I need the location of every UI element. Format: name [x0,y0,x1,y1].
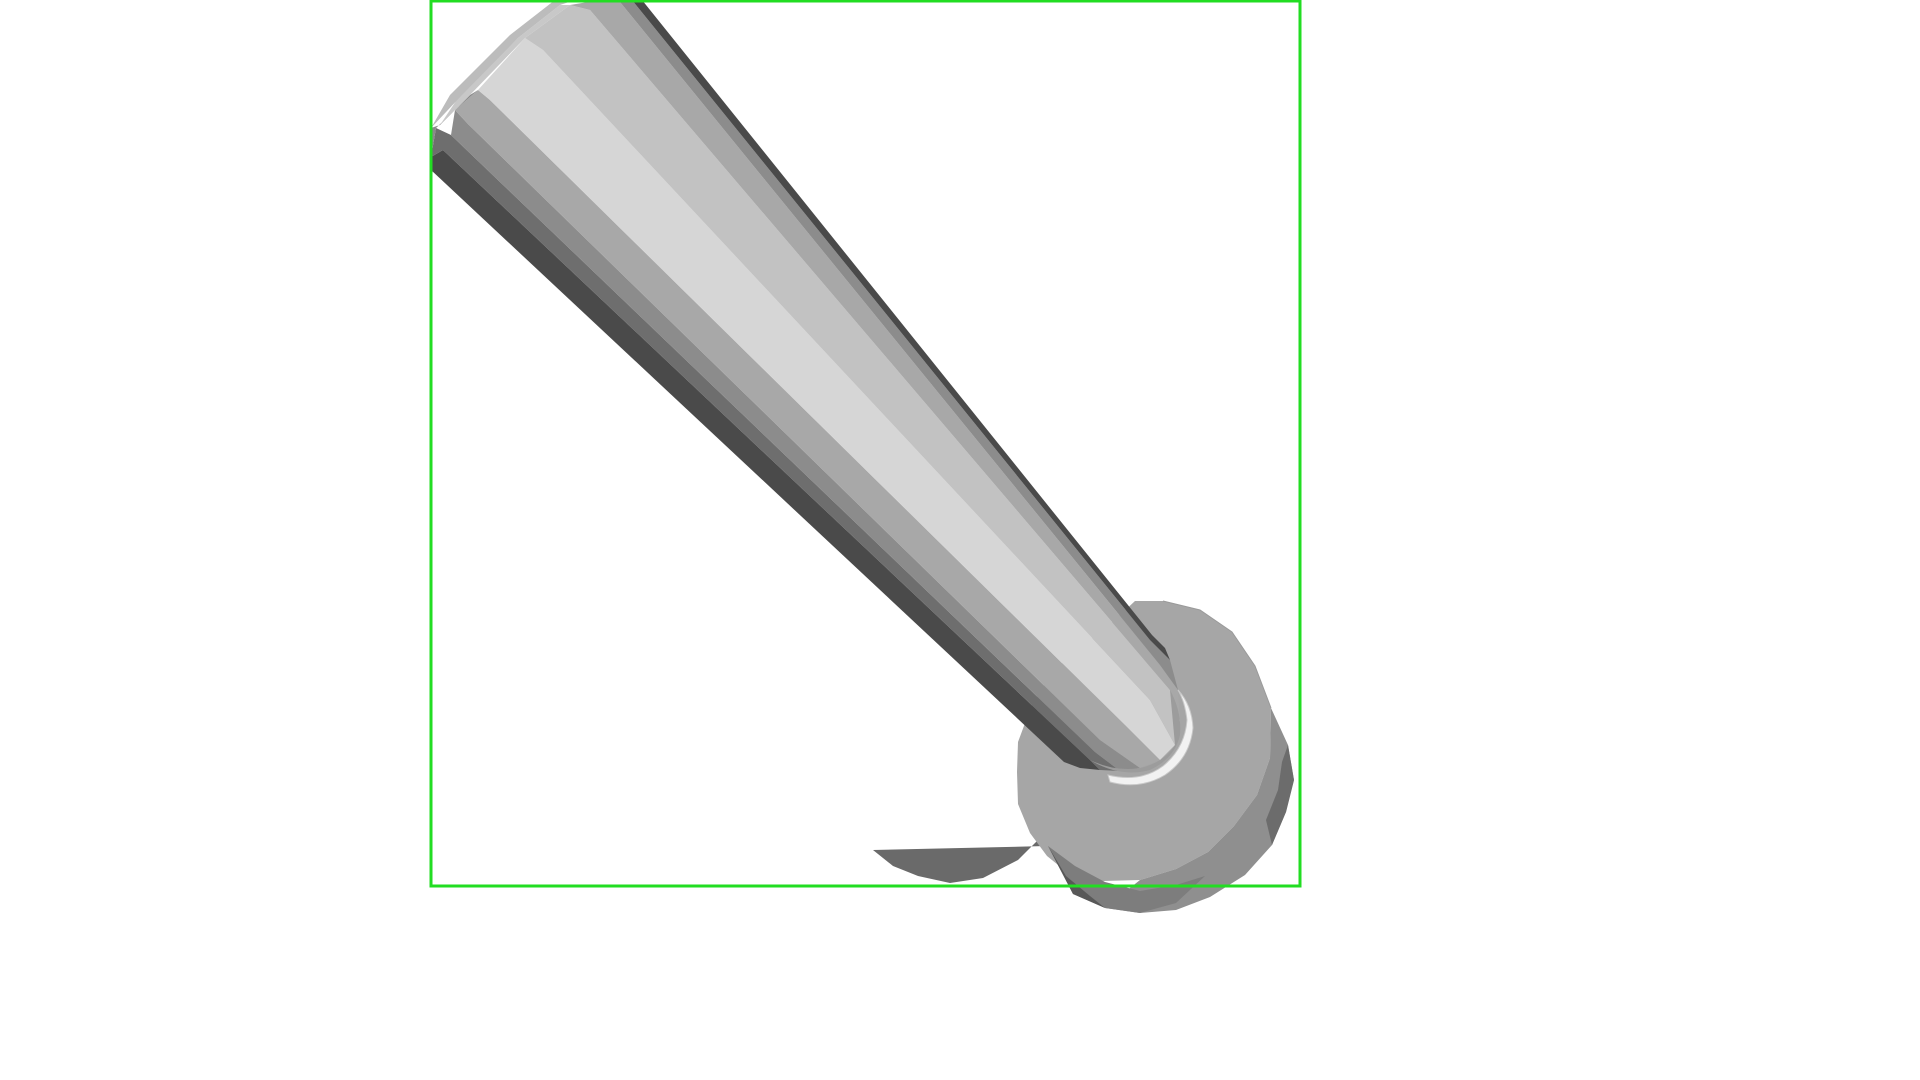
selection-bounding-box [429,0,1302,888]
flange-right-band [1105,708,1294,913]
shaft-edge-left-dark [431,150,1100,770]
shaft-edge-right-dark [632,0,1170,660]
shaft-bottom-cap [1090,690,1181,773]
shaft-band-left-1 [431,128,1120,771]
flange-side-wall [873,627,1080,883]
flange-right-band-dark [1266,745,1294,845]
shaft-band-center [478,38,1175,760]
shaft-band-mid-left [455,90,1160,768]
shaft-band-left-2 [451,110,1140,771]
shaft-rim-highlight [1107,689,1194,786]
flange-facets [1162,600,1272,709]
shaft-band-right-light [525,5,1180,745]
shaft[interactable] [431,0,1194,786]
